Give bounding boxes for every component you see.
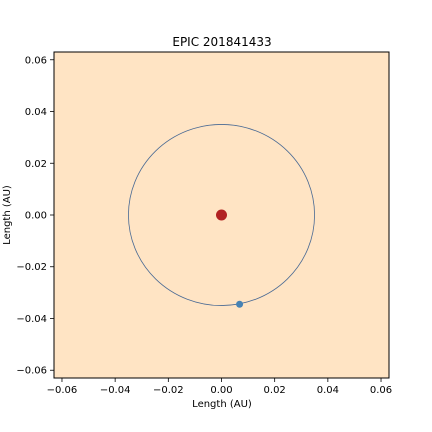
y-axis-label: Length (AU) — [2, 185, 13, 245]
y-tick-label: −0.06 — [16, 366, 47, 377]
planet-marker — [236, 301, 243, 308]
x-tick-label: 0.06 — [370, 385, 392, 396]
x-axis-label: Length (AU) — [192, 399, 252, 410]
x-tick-label: 0.04 — [317, 385, 339, 396]
y-tick-label: 0.06 — [25, 55, 47, 66]
x-axis-ticks: −0.06 −0.04 −0.02 0.00 0.02 0.04 0.06 — [47, 378, 393, 396]
x-tick-label: −0.04 — [100, 385, 131, 396]
y-tick-label: −0.02 — [16, 262, 47, 273]
x-tick-label: −0.06 — [47, 385, 78, 396]
star-marker — [216, 210, 227, 221]
x-tick-label: 0.02 — [264, 385, 286, 396]
y-tick-label: 0.04 — [25, 107, 47, 118]
chart-title: EPIC 201841433 — [172, 35, 271, 49]
y-tick-label: −0.04 — [16, 314, 47, 325]
x-tick-label: 0.00 — [210, 385, 232, 396]
y-tick-label: 0.02 — [25, 159, 47, 170]
y-tick-label: 0.00 — [25, 211, 47, 222]
y-axis-ticks: 0.06 0.04 0.02 0.00 −0.02 −0.04 −0.06 — [16, 55, 54, 376]
x-tick-label: −0.02 — [153, 385, 184, 396]
